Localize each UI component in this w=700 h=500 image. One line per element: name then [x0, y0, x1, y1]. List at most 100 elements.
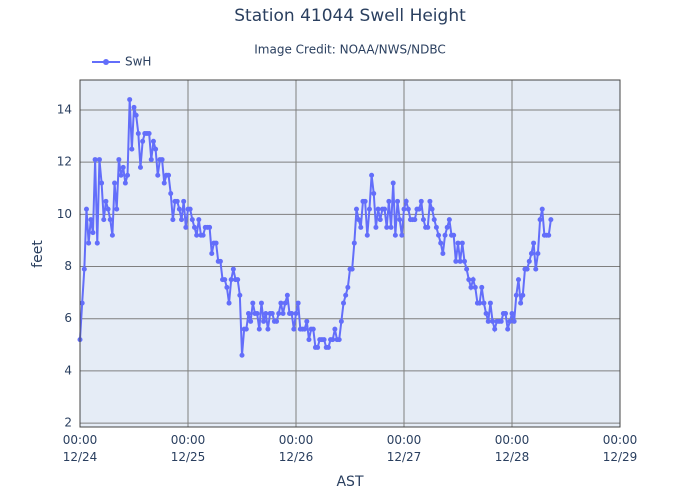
point [90, 230, 96, 236]
point [278, 300, 284, 306]
point [254, 311, 260, 317]
point [174, 198, 180, 204]
point [373, 224, 379, 230]
point [442, 232, 448, 238]
point [377, 217, 383, 223]
point [81, 266, 87, 272]
point [315, 344, 321, 350]
point [341, 300, 347, 306]
y-tick-label: 8 [64, 259, 72, 273]
point [416, 206, 422, 212]
point [515, 277, 521, 283]
point [451, 232, 457, 238]
point [140, 138, 146, 144]
point [200, 232, 206, 238]
point [187, 206, 193, 212]
point [511, 318, 517, 324]
point [153, 146, 159, 152]
point [412, 217, 418, 223]
point [518, 300, 524, 306]
point [390, 180, 396, 186]
plot-border [79, 79, 621, 428]
point [466, 277, 472, 283]
x-tick-label: 00:00 12/29 [603, 433, 638, 464]
point [520, 292, 526, 298]
point [150, 138, 156, 144]
point [336, 337, 342, 343]
point [351, 240, 357, 246]
point [256, 326, 262, 332]
point [513, 292, 519, 298]
point [332, 326, 338, 332]
y-tick-label: 4 [64, 363, 72, 377]
point [170, 217, 176, 223]
point [440, 251, 446, 256]
legend-label: SwH [125, 55, 151, 69]
point [191, 224, 197, 230]
point [375, 206, 381, 212]
point [101, 217, 107, 223]
point [526, 258, 532, 264]
point [343, 292, 349, 298]
point [321, 337, 327, 343]
point [464, 266, 470, 272]
point [217, 258, 223, 264]
point [436, 232, 442, 238]
point [356, 217, 362, 223]
point [461, 258, 467, 264]
y-tick-label: 2 [64, 416, 72, 430]
point [224, 284, 230, 290]
point [114, 206, 120, 212]
point [524, 266, 530, 272]
point [133, 112, 139, 118]
point [122, 180, 128, 186]
point [161, 180, 167, 186]
point [237, 292, 243, 298]
point [274, 318, 280, 324]
point [92, 157, 98, 163]
point [148, 157, 154, 163]
point [369, 172, 375, 178]
point [507, 318, 513, 324]
point [228, 277, 234, 283]
point [539, 206, 545, 212]
point [265, 326, 271, 332]
point [86, 240, 92, 246]
point [146, 130, 152, 136]
point [481, 300, 487, 306]
subtitle: Image Credit: NOAA/NWS/NDBC [254, 43, 445, 57]
point [401, 206, 407, 212]
y-axis-title: feet [30, 240, 46, 268]
point [325, 344, 331, 350]
point [137, 164, 143, 170]
point [433, 224, 439, 230]
point [395, 198, 401, 204]
point [531, 240, 537, 246]
point [429, 206, 435, 212]
point [269, 311, 275, 317]
point [239, 352, 245, 358]
y-tick-label: 6 [64, 311, 72, 325]
point [125, 172, 131, 178]
point [103, 198, 109, 204]
point [261, 318, 267, 324]
y-tick-label: 14 [57, 103, 72, 117]
point [88, 217, 94, 223]
point [302, 326, 308, 332]
x-tick-label: 00:00 12/26 [279, 433, 314, 464]
point [194, 232, 200, 238]
x-tick-label: 00:00 12/27 [387, 433, 422, 464]
point [399, 232, 405, 238]
point [388, 224, 394, 230]
point [330, 337, 336, 343]
point [438, 240, 444, 246]
point [166, 172, 172, 178]
point [310, 326, 316, 332]
point [96, 157, 102, 163]
marks [77, 97, 554, 358]
point [485, 318, 491, 324]
point [405, 206, 411, 212]
point [546, 232, 552, 238]
point [230, 266, 236, 272]
point [222, 277, 228, 283]
